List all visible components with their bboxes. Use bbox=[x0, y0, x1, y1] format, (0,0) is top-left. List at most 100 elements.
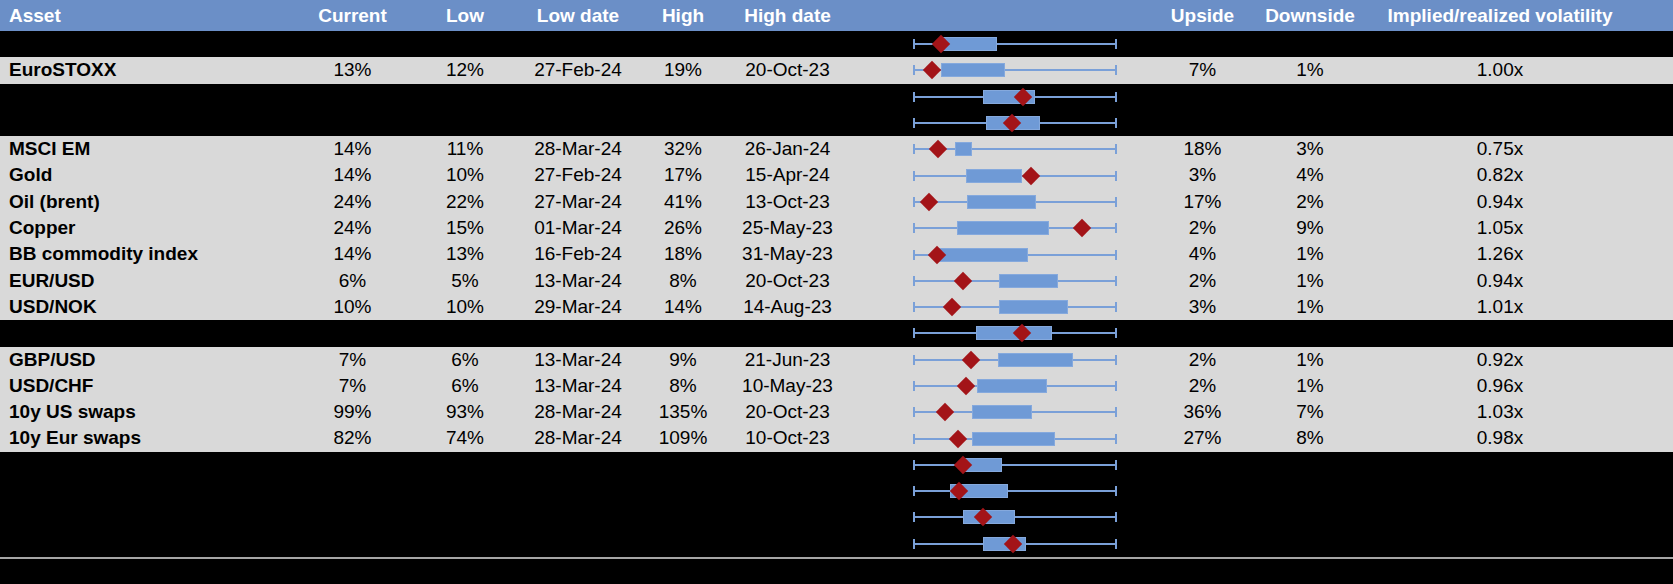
table-row[interactable] bbox=[0, 478, 1673, 504]
downside-cell[interactable]: 9% bbox=[1265, 215, 1355, 241]
header-high-date[interactable]: High date bbox=[730, 5, 845, 27]
low-cell[interactable]: 15% bbox=[410, 215, 520, 241]
current-cell[interactable]: 6% bbox=[295, 268, 410, 294]
downside-cell[interactable]: 1% bbox=[1265, 347, 1355, 373]
table-row[interactable]: 10y Eur swaps 82% 74% 28-Mar-24 109% 10-… bbox=[0, 425, 1673, 451]
high-cell[interactable]: 135% bbox=[636, 399, 730, 425]
header-chart[interactable] bbox=[845, 0, 1140, 31]
downside-cell[interactable]: 1% bbox=[1265, 57, 1355, 83]
table-row[interactable] bbox=[0, 531, 1673, 557]
low-date-cell[interactable]: 29-Mar-24 bbox=[520, 294, 636, 320]
high-cell[interactable]: 9% bbox=[636, 347, 730, 373]
high-date-cell[interactable]: 15-Apr-24 bbox=[730, 162, 845, 188]
implied-realized-volatility-cell[interactable]: 0.96x bbox=[1355, 373, 1673, 399]
low-date-cell[interactable]: 13-Mar-24 bbox=[520, 347, 636, 373]
current-cell[interactable]: 24% bbox=[295, 215, 410, 241]
table-row[interactable]: USD/NOK 10% 10% 29-Mar-24 14% 14-Aug-23 … bbox=[0, 294, 1673, 320]
asset-cell[interactable]: MSCI EM bbox=[0, 136, 295, 162]
table-row[interactable]: BB commodity index 14% 13% 16-Feb-24 18%… bbox=[0, 241, 1673, 267]
low-cell[interactable]: 22% bbox=[410, 189, 520, 215]
implied-realized-volatility-cell[interactable]: 1.03x bbox=[1355, 399, 1673, 425]
header-low[interactable]: Low bbox=[410, 5, 520, 27]
table-row[interactable] bbox=[0, 504, 1673, 530]
current-cell[interactable]: 14% bbox=[295, 241, 410, 267]
high-cell[interactable]: 17% bbox=[636, 162, 730, 188]
high-cell[interactable]: 18% bbox=[636, 241, 730, 267]
upside-cell[interactable]: 17% bbox=[1140, 189, 1265, 215]
upside-cell[interactable]: 3% bbox=[1140, 294, 1265, 320]
header-low-date[interactable]: Low date bbox=[520, 5, 636, 27]
downside-cell[interactable]: 2% bbox=[1265, 189, 1355, 215]
table-row[interactable] bbox=[0, 452, 1673, 478]
high-date-cell[interactable]: 25-May-23 bbox=[730, 215, 845, 241]
asset-cell[interactable]: 10y Eur swaps bbox=[0, 425, 295, 451]
high-cell[interactable]: 14% bbox=[636, 294, 730, 320]
low-cell[interactable]: 6% bbox=[410, 347, 520, 373]
asset-cell[interactable]: EUR/USD bbox=[0, 268, 295, 294]
high-date-cell[interactable]: 13-Oct-23 bbox=[730, 189, 845, 215]
high-cell[interactable]: 8% bbox=[636, 268, 730, 294]
low-cell[interactable]: 11% bbox=[410, 136, 520, 162]
upside-cell[interactable]: 4% bbox=[1140, 241, 1265, 267]
low-cell[interactable]: 6% bbox=[410, 373, 520, 399]
low-cell[interactable]: 93% bbox=[410, 399, 520, 425]
implied-realized-volatility-cell[interactable]: 0.94x bbox=[1355, 268, 1673, 294]
downside-cell[interactable]: 7% bbox=[1265, 399, 1355, 425]
upside-cell[interactable]: 27% bbox=[1140, 425, 1265, 451]
high-date-cell[interactable]: 10-May-23 bbox=[730, 373, 845, 399]
high-date-cell[interactable]: 26-Jan-24 bbox=[730, 136, 845, 162]
asset-cell[interactable]: Gold bbox=[0, 162, 295, 188]
low-date-cell[interactable]: 28-Mar-24 bbox=[520, 399, 636, 425]
high-cell[interactable]: 8% bbox=[636, 373, 730, 399]
table-row[interactable]: Oil (brent) 24% 22% 27-Mar-24 41% 13-Oct… bbox=[0, 189, 1673, 215]
low-cell[interactable]: 12% bbox=[410, 57, 520, 83]
high-cell[interactable]: 109% bbox=[636, 425, 730, 451]
asset-cell[interactable]: USD/NOK bbox=[0, 294, 295, 320]
high-date-cell[interactable]: 20-Oct-23 bbox=[730, 399, 845, 425]
asset-cell[interactable]: BB commodity index bbox=[0, 241, 295, 267]
low-date-cell[interactable]: 28-Mar-24 bbox=[520, 425, 636, 451]
asset-cell[interactable]: Copper bbox=[0, 215, 295, 241]
low-cell[interactable]: 5% bbox=[410, 268, 520, 294]
current-cell[interactable]: 7% bbox=[295, 347, 410, 373]
high-date-cell[interactable]: 10-Oct-23 bbox=[730, 425, 845, 451]
header-implied-realized-volatility[interactable]: Implied/realized volatility bbox=[1355, 5, 1673, 27]
upside-cell[interactable]: 36% bbox=[1140, 399, 1265, 425]
downside-cell[interactable]: 1% bbox=[1265, 268, 1355, 294]
high-date-cell[interactable]: 20-Oct-23 bbox=[730, 268, 845, 294]
asset-cell[interactable]: Oil (brent) bbox=[0, 189, 295, 215]
downside-cell[interactable]: 4% bbox=[1265, 162, 1355, 188]
implied-realized-volatility-cell[interactable]: 1.01x bbox=[1355, 294, 1673, 320]
asset-cell[interactable]: GBP/USD bbox=[0, 347, 295, 373]
table-row[interactable]: Copper 24% 15% 01-Mar-24 26% 25-May-23 2… bbox=[0, 215, 1673, 241]
header-upside[interactable]: Upside bbox=[1140, 5, 1265, 27]
current-cell[interactable]: 13% bbox=[295, 57, 410, 83]
header-current[interactable]: Current bbox=[295, 5, 410, 27]
downside-cell[interactable]: 1% bbox=[1265, 373, 1355, 399]
upside-cell[interactable]: 18% bbox=[1140, 136, 1265, 162]
table-row[interactable] bbox=[0, 320, 1673, 346]
high-cell[interactable]: 26% bbox=[636, 215, 730, 241]
downside-cell[interactable]: 1% bbox=[1265, 294, 1355, 320]
header-high[interactable]: High bbox=[636, 5, 730, 27]
low-date-cell[interactable]: 27-Mar-24 bbox=[520, 189, 636, 215]
low-date-cell[interactable]: 27-Feb-24 bbox=[520, 57, 636, 83]
low-date-cell[interactable]: 16-Feb-24 bbox=[520, 241, 636, 267]
asset-cell[interactable]: EuroSTOXX bbox=[0, 57, 295, 83]
low-cell[interactable]: 10% bbox=[410, 162, 520, 188]
implied-realized-volatility-cell[interactable]: 1.26x bbox=[1355, 241, 1673, 267]
upside-cell[interactable]: 3% bbox=[1140, 162, 1265, 188]
implied-realized-volatility-cell[interactable]: 0.98x bbox=[1355, 425, 1673, 451]
low-date-cell[interactable]: 27-Feb-24 bbox=[520, 162, 636, 188]
low-date-cell[interactable]: 13-Mar-24 bbox=[520, 268, 636, 294]
current-cell[interactable]: 24% bbox=[295, 189, 410, 215]
table-row[interactable]: 10y US swaps 99% 93% 28-Mar-24 135% 20-O… bbox=[0, 399, 1673, 425]
current-cell[interactable]: 99% bbox=[295, 399, 410, 425]
hidden-bottom-row[interactable] bbox=[0, 559, 1673, 584]
table-row[interactable]: EuroSTOXX 13% 12% 27-Feb-24 19% 20-Oct-2… bbox=[0, 57, 1673, 83]
high-date-cell[interactable]: 14-Aug-23 bbox=[730, 294, 845, 320]
downside-cell[interactable]: 3% bbox=[1265, 136, 1355, 162]
upside-cell[interactable]: 2% bbox=[1140, 373, 1265, 399]
table-row[interactable]: GBP/USD 7% 6% 13-Mar-24 9% 21-Jun-23 2% … bbox=[0, 347, 1673, 373]
low-cell[interactable]: 10% bbox=[410, 294, 520, 320]
